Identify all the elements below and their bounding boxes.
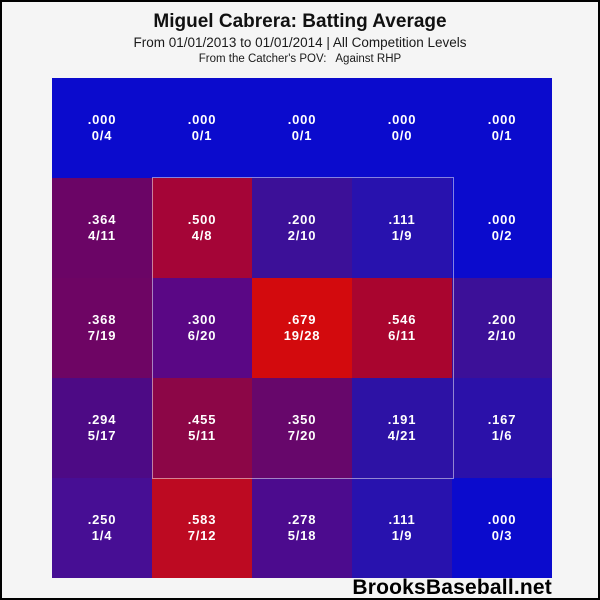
cell-avg: .546: [387, 312, 417, 327]
heatmap-cell-r5c2: .583 7/12: [152, 478, 252, 578]
heatmap-cell-r4c2: .455 5/11: [152, 378, 252, 478]
heatmap-cell-r5c5: .000 0/3: [452, 478, 552, 578]
cell-avg: .000: [387, 112, 417, 127]
pov-annotation: From the Catcher's POV: Against RHP: [198, 53, 402, 65]
heatmap-cell-r3c2: .300 6/20: [152, 278, 252, 378]
cell-count: 4/8: [191, 228, 213, 243]
cell-avg: .364: [87, 212, 117, 227]
cell-count: 7/20: [287, 428, 317, 443]
cell-count: 1/6: [491, 428, 513, 443]
cell-count: 1/9: [391, 528, 413, 543]
cell-count: 7/19: [87, 328, 117, 343]
cell-count: 6/20: [187, 328, 217, 343]
heatmap-cell-r1c5: .000 0/1: [452, 78, 552, 178]
heatmap-cell-r1c1: .000 0/4: [52, 78, 152, 178]
cell-avg: .000: [487, 212, 517, 227]
cell-count: 6/11: [388, 328, 416, 343]
cell-avg: .350: [287, 412, 317, 427]
cell-avg: .455: [187, 412, 217, 427]
cell-count: 1/9: [391, 228, 413, 243]
heatmap-cell-r2c3: .200 2/10: [252, 178, 352, 278]
cell-avg: .200: [487, 312, 517, 327]
cell-avg: .000: [487, 112, 517, 127]
cell-avg: .583: [187, 512, 217, 527]
heatmap-cell-r2c5: .000 0/2: [452, 178, 552, 278]
cell-avg: .000: [87, 112, 117, 127]
date-range-subtitle: From 01/01/2013 to 01/01/2014 | All Comp…: [133, 35, 467, 50]
heatmap-cell-r2c2: .500 4/8: [152, 178, 252, 278]
heatmap-cell-r1c2: .000 0/1: [152, 78, 252, 178]
heatmap-cell-r1c3: .000 0/1: [252, 78, 352, 178]
cell-avg: .000: [487, 512, 517, 527]
cell-count: 5/17: [87, 428, 117, 443]
cell-avg: .300: [187, 312, 217, 327]
heatmap-cell-r5c4: .111 1/9: [352, 478, 452, 578]
cell-avg: .500: [187, 212, 217, 227]
cell-count: 4/11: [88, 228, 116, 243]
cell-avg: .250: [87, 512, 117, 527]
heatmap-cell-r3c5: .200 2/10: [452, 278, 552, 378]
cell-count: 0/3: [491, 528, 513, 543]
heatmap-cell-r1c4: .000 0/0: [352, 78, 452, 178]
heatmap-cell-r2c1: .364 4/11: [52, 178, 152, 278]
cell-count: 0/1: [291, 128, 313, 143]
heatmap-cell-r4c4: .191 4/21: [352, 378, 452, 478]
heatmap-cell-r3c4: .546 6/11: [352, 278, 452, 378]
cell-avg: .000: [187, 112, 217, 127]
heatmap-cell-r4c1: .294 5/17: [52, 378, 152, 478]
cell-count: 2/10: [287, 228, 317, 243]
cell-count: 0/4: [91, 128, 113, 143]
cell-avg: .111: [388, 212, 416, 227]
cell-avg: .294: [87, 412, 117, 427]
cell-count: 0/2: [491, 228, 513, 243]
cell-avg: .278: [287, 512, 317, 527]
heatmap-cell-r3c1: .368 7/19: [52, 278, 152, 378]
cell-count: 5/11: [188, 428, 216, 443]
chart-header: Miguel Cabrera: Batting Average From 01/…: [2, 11, 598, 66]
batting-average-heatmap: .000 0/4.000 0/1.000 0/1.000 0/0.000 0/1.364 4…: [52, 78, 552, 578]
cell-count: 0/1: [491, 128, 513, 143]
cell-avg: .111: [388, 512, 416, 527]
cell-count: 2/10: [487, 328, 517, 343]
cell-avg: .000: [287, 112, 317, 127]
cell-avg: .200: [287, 212, 317, 227]
brand-watermark: BrooksBaseball.net: [352, 576, 552, 599]
heatmap-cell-r2c4: .111 1/9: [352, 178, 452, 278]
cell-avg: .167: [487, 412, 517, 427]
heatmap-cell-r4c3: .350 7/20: [252, 378, 352, 478]
heatmap-cell-r3c3: .679 19/28: [252, 278, 352, 378]
heatmap-cell-r5c1: .250 1/4: [52, 478, 152, 578]
cell-count: 19/28: [283, 328, 321, 343]
cell-count: 4/21: [387, 428, 417, 443]
cell-count: 0/0: [391, 128, 413, 143]
cell-avg: .679: [287, 312, 317, 327]
cell-avg: .368: [87, 312, 117, 327]
cell-avg: .191: [387, 412, 417, 427]
cell-count: 7/12: [187, 528, 217, 543]
heatmap-cell-r5c3: .278 5/18: [252, 478, 352, 578]
heatmap-cell-r4c5: .167 1/6: [452, 378, 552, 478]
cell-count: 1/4: [91, 528, 113, 543]
page-title: Miguel Cabrera: Batting Average: [153, 11, 447, 32]
heatmap-grid: .000 0/4.000 0/1.000 0/1.000 0/0.000 0/1.364 4…: [52, 78, 552, 578]
cell-count: 0/1: [191, 128, 213, 143]
cell-count: 5/18: [287, 528, 317, 543]
